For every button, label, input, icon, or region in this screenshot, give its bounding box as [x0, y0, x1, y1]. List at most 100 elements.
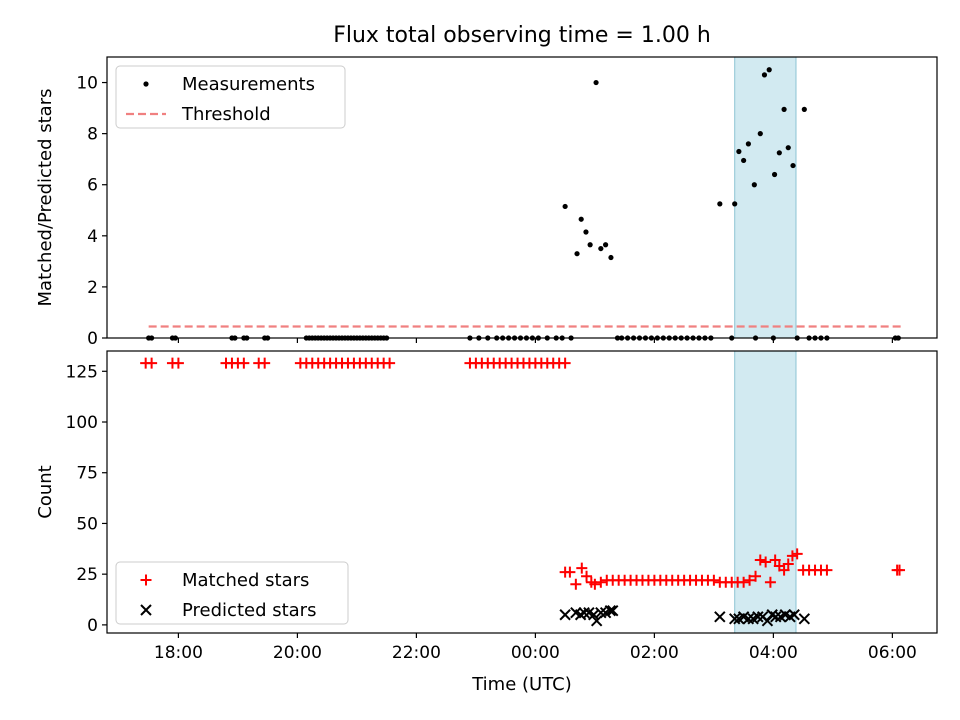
y-tick-label: 0	[87, 616, 98, 636]
data-point	[595, 576, 607, 588]
data-point	[738, 576, 750, 588]
data-point	[781, 106, 787, 112]
data-point	[172, 357, 184, 369]
data-point	[744, 574, 756, 586]
chart-title: Flux total observing time = 1.00 h	[333, 23, 711, 48]
data-point	[578, 216, 584, 222]
y-tick-label: 50	[76, 514, 98, 534]
data-point	[821, 564, 833, 576]
data-point	[608, 254, 614, 261]
y-tick-label: 75	[76, 464, 98, 484]
data-point	[766, 67, 772, 73]
y-tick-label: 8	[87, 125, 98, 145]
data-point	[798, 613, 811, 625]
x-tick-label: 04:00	[749, 643, 798, 663]
data-point	[598, 245, 604, 252]
data-point	[771, 171, 778, 178]
data-point	[752, 611, 764, 623]
x-tick-label: 02:00	[630, 643, 679, 663]
x-tick-label: 18:00	[154, 643, 203, 663]
data-point	[791, 548, 803, 560]
x-tick-label: 22:00	[392, 643, 441, 663]
data-point	[559, 357, 571, 369]
axes-frame	[106, 350, 938, 634]
y-tick-label: 10	[76, 74, 98, 94]
data-point	[146, 357, 158, 369]
data-point	[589, 578, 601, 590]
legend-marker	[140, 574, 152, 586]
y-axis-label: Count	[35, 465, 56, 518]
x-axis-label: Time (UTC)	[471, 674, 572, 695]
ratio-panel: 0 2 4 6 8 10 Matched/Predicted stars Measuremen…	[35, 56, 938, 349]
x-tick-label: 20:00	[273, 643, 322, 663]
data-point	[595, 607, 607, 619]
data-point	[769, 554, 781, 566]
legend-box	[115, 561, 349, 625]
data-point	[801, 106, 807, 112]
legend-marker	[140, 604, 152, 616]
data-point	[728, 613, 741, 625]
data-point	[790, 162, 796, 169]
data-point	[564, 566, 576, 578]
highlight-band	[734, 56, 797, 339]
data-point	[745, 141, 751, 147]
data-point	[562, 203, 568, 210]
data-point	[581, 570, 593, 582]
data-point	[708, 574, 720, 586]
y-axis-label: Matched/Predicted stars	[35, 89, 56, 307]
data-point	[894, 564, 906, 576]
data-point	[788, 609, 800, 621]
legend-label: Matched stars	[182, 570, 309, 591]
data-point	[751, 182, 757, 188]
data-point	[757, 131, 763, 137]
data-point	[778, 564, 790, 576]
legend-label: Threshold	[181, 104, 271, 125]
data-point	[587, 242, 593, 248]
highlight-band	[734, 350, 797, 634]
count-panel: 0 25 50 75 100 125 18:00 20:00 22:00 00:00 02:00 04…	[35, 350, 938, 663]
data-point	[238, 357, 250, 369]
data-point	[770, 611, 782, 623]
data-point	[754, 554, 766, 566]
data-point	[259, 357, 271, 369]
axes-frame	[106, 56, 938, 339]
data-point	[602, 242, 609, 248]
data-point	[574, 251, 580, 257]
y-tick-label: 25	[76, 565, 98, 585]
data-point	[782, 558, 794, 570]
legend-label: Predicted stars	[182, 600, 316, 621]
series-predicted-stars	[559, 604, 811, 627]
y-tick-label: 2	[87, 278, 98, 298]
data-point	[593, 79, 599, 86]
data-point	[760, 556, 772, 568]
data-point	[714, 611, 726, 623]
data-point	[604, 604, 617, 617]
series-measurements	[146, 67, 901, 341]
data-point	[736, 148, 742, 155]
y-tick-label: 100	[66, 413, 98, 433]
data-point	[785, 145, 791, 151]
x-tick-label: 00:00	[511, 643, 560, 663]
y-tick-label: 125	[66, 362, 98, 382]
legend-marker	[143, 81, 149, 87]
data-point	[764, 576, 776, 588]
data-point	[578, 607, 590, 619]
data-point	[570, 578, 582, 590]
data-point	[786, 550, 798, 562]
data-point	[750, 570, 762, 582]
data-point	[741, 157, 747, 164]
data-point	[590, 615, 603, 627]
data-point	[583, 229, 589, 235]
data-point	[717, 201, 723, 207]
data-point	[587, 609, 600, 621]
y-tick-label: 6	[87, 176, 98, 196]
y-tick-label: 0	[87, 329, 98, 349]
data-point	[742, 613, 755, 625]
data-point	[607, 604, 619, 617]
series-matched-stars	[140, 357, 906, 590]
legend-label: Measurements	[182, 74, 315, 95]
data-point	[576, 562, 588, 574]
data-point	[761, 72, 768, 78]
data-point	[559, 609, 571, 621]
